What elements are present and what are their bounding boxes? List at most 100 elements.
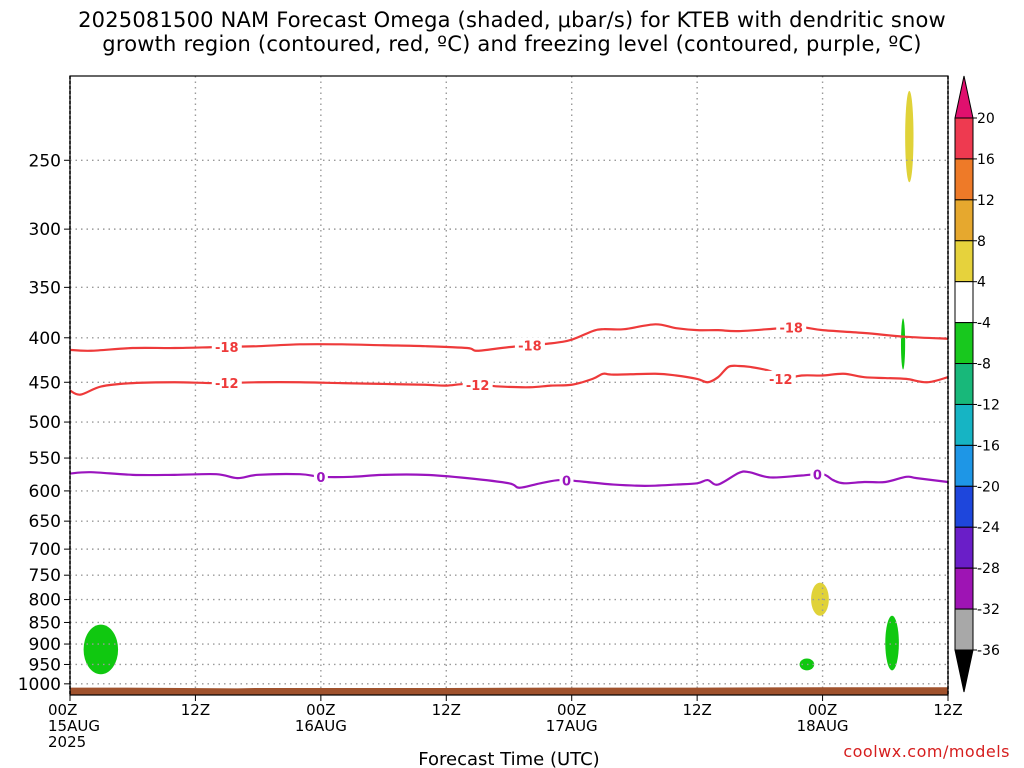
colorbar-bottom-arrow bbox=[954, 649, 974, 693]
contour-label: 0 bbox=[813, 469, 822, 484]
x-tick-label: 15AUG bbox=[48, 717, 100, 735]
contour-label: -18 bbox=[779, 322, 803, 337]
y-tick-label: 550 bbox=[29, 449, 61, 469]
contour-label: 0 bbox=[316, 471, 325, 486]
colorbar-label: -24 bbox=[977, 520, 1000, 536]
y-tick-label: 900 bbox=[29, 635, 61, 655]
chart-title-line-2: growth region (contoured, red, ºC) and f… bbox=[102, 32, 922, 56]
y-tick-label: 850 bbox=[29, 613, 61, 633]
colorbar-bin bbox=[954, 199, 974, 242]
x-tick-label: 12Z bbox=[432, 701, 461, 719]
contour-line-1 bbox=[69, 323, 949, 352]
x-tick-label: 00Z bbox=[808, 701, 837, 719]
x-tick-label: 12Z bbox=[933, 701, 962, 719]
y-tick-label: 1000 bbox=[18, 675, 61, 695]
colorbar-bin bbox=[954, 485, 974, 528]
contour-line-3 bbox=[69, 470, 949, 489]
omega-negative-green-4 bbox=[900, 318, 906, 370]
colorbar-label: 12 bbox=[977, 193, 995, 209]
y-tick-label: 400 bbox=[29, 329, 61, 349]
contour-label: -12 bbox=[769, 373, 793, 388]
contour-label-bg bbox=[776, 319, 807, 335]
chart-title-line-1: 2025081500 NAM Forecast Omega (shaded, μ… bbox=[78, 8, 946, 32]
contour-label: 0 bbox=[562, 474, 571, 489]
y-axis: 2503003504004505005506006507007508008509… bbox=[18, 151, 70, 695]
colorbar-label: -20 bbox=[977, 479, 1000, 495]
contour-label-bg bbox=[514, 337, 545, 353]
shaded-layer bbox=[83, 90, 914, 675]
omega-negative-green-3 bbox=[885, 615, 899, 671]
y-tick-label: 700 bbox=[29, 540, 61, 560]
x-tick-label: 12Z bbox=[682, 701, 711, 719]
y-tick-label: 600 bbox=[29, 482, 61, 502]
x-tick-label: 00Z bbox=[557, 701, 586, 719]
colorbar-bin bbox=[954, 240, 974, 283]
contour-label: -12 bbox=[466, 379, 490, 394]
colorbar-label: -12 bbox=[977, 397, 1000, 413]
colorbar-label: -36 bbox=[977, 643, 1000, 659]
contour-label-bg bbox=[462, 376, 493, 392]
terrain-layer bbox=[70, 687, 948, 695]
omega-negative-green-2 bbox=[799, 658, 815, 671]
x-tick-label: 2025 bbox=[48, 733, 86, 751]
y-tick-label: 800 bbox=[29, 591, 61, 611]
credit-link[interactable]: coolwx.com/models bbox=[843, 742, 1010, 761]
colorbar-bin bbox=[954, 403, 974, 446]
colorbar-bin bbox=[954, 117, 974, 160]
colorbar-label: 20 bbox=[977, 111, 995, 127]
x-tick-label: 12Z bbox=[181, 701, 210, 719]
x-tick-label: 00Z bbox=[48, 701, 77, 719]
contour-label-bg bbox=[211, 374, 242, 390]
grid-layer bbox=[70, 76, 948, 695]
colorbar-bin bbox=[954, 526, 974, 569]
omega-positive-yellow-6 bbox=[905, 90, 914, 183]
contour-label-bg bbox=[810, 466, 825, 482]
colorbar-label: -8 bbox=[977, 357, 991, 373]
terrain-fill bbox=[70, 687, 948, 695]
x-axis-title: Forecast Time (UTC) bbox=[418, 749, 599, 768]
colorbar-bin bbox=[954, 608, 974, 651]
y-tick-label: 500 bbox=[29, 413, 61, 433]
colorbar-bin bbox=[954, 363, 974, 405]
contour-label-bg bbox=[559, 472, 574, 488]
x-tick-label: 18AUG bbox=[797, 717, 849, 735]
x-tick-label: 16AUG bbox=[295, 717, 347, 735]
plot-frame bbox=[69, 75, 949, 696]
y-tick-label: 350 bbox=[29, 278, 61, 298]
y-tick-label: 450 bbox=[29, 373, 61, 393]
y-tick-label: 650 bbox=[29, 512, 61, 532]
contour-label-bg bbox=[313, 468, 328, 484]
contour-label-bg bbox=[765, 370, 796, 386]
colorbar-label: -16 bbox=[977, 438, 1000, 454]
x-tick-label: 17AUG bbox=[546, 717, 598, 735]
colorbar-label: -4 bbox=[977, 316, 991, 332]
colorbar-label: 4 bbox=[977, 275, 986, 291]
contour-label: -18 bbox=[518, 339, 542, 354]
contour-label-bg bbox=[211, 338, 242, 354]
colorbar-bin bbox=[954, 567, 974, 610]
colorbar-label: -28 bbox=[977, 561, 1000, 577]
colorbar-bin bbox=[954, 281, 974, 324]
contour-layer: -18 -18 -18 -12 -12 -12 0 0 0 bbox=[69, 319, 949, 489]
colorbar: 20 16 12 8 4 -4 -8 -12 -16 -20 -24 -28 -32 -36 bbox=[954, 75, 1000, 693]
contour-line-2 bbox=[69, 364, 949, 396]
omega-negative-green-1 bbox=[83, 624, 119, 675]
colorbar-label: 16 bbox=[977, 152, 995, 168]
colorbar-bin bbox=[954, 158, 974, 201]
y-tick-label: 950 bbox=[29, 655, 61, 675]
y-tick-label: 300 bbox=[29, 220, 61, 240]
y-tick-label: 250 bbox=[29, 151, 61, 171]
y-tick-label: 750 bbox=[29, 566, 61, 586]
contour-label: -18 bbox=[215, 341, 239, 356]
colorbar-bin bbox=[954, 444, 974, 487]
colorbar-bin bbox=[954, 322, 974, 365]
omega-positive-yellow-5 bbox=[811, 582, 829, 616]
contour-label: -12 bbox=[215, 377, 239, 392]
colorbar-label: 8 bbox=[977, 234, 986, 250]
x-tick-label: 00Z bbox=[306, 701, 335, 719]
colorbar-top-arrow bbox=[954, 75, 974, 119]
chart-title: 2025081500 NAM Forecast Omega (shaded, μ… bbox=[0, 8, 1024, 56]
colorbar-label: -32 bbox=[977, 602, 1000, 618]
